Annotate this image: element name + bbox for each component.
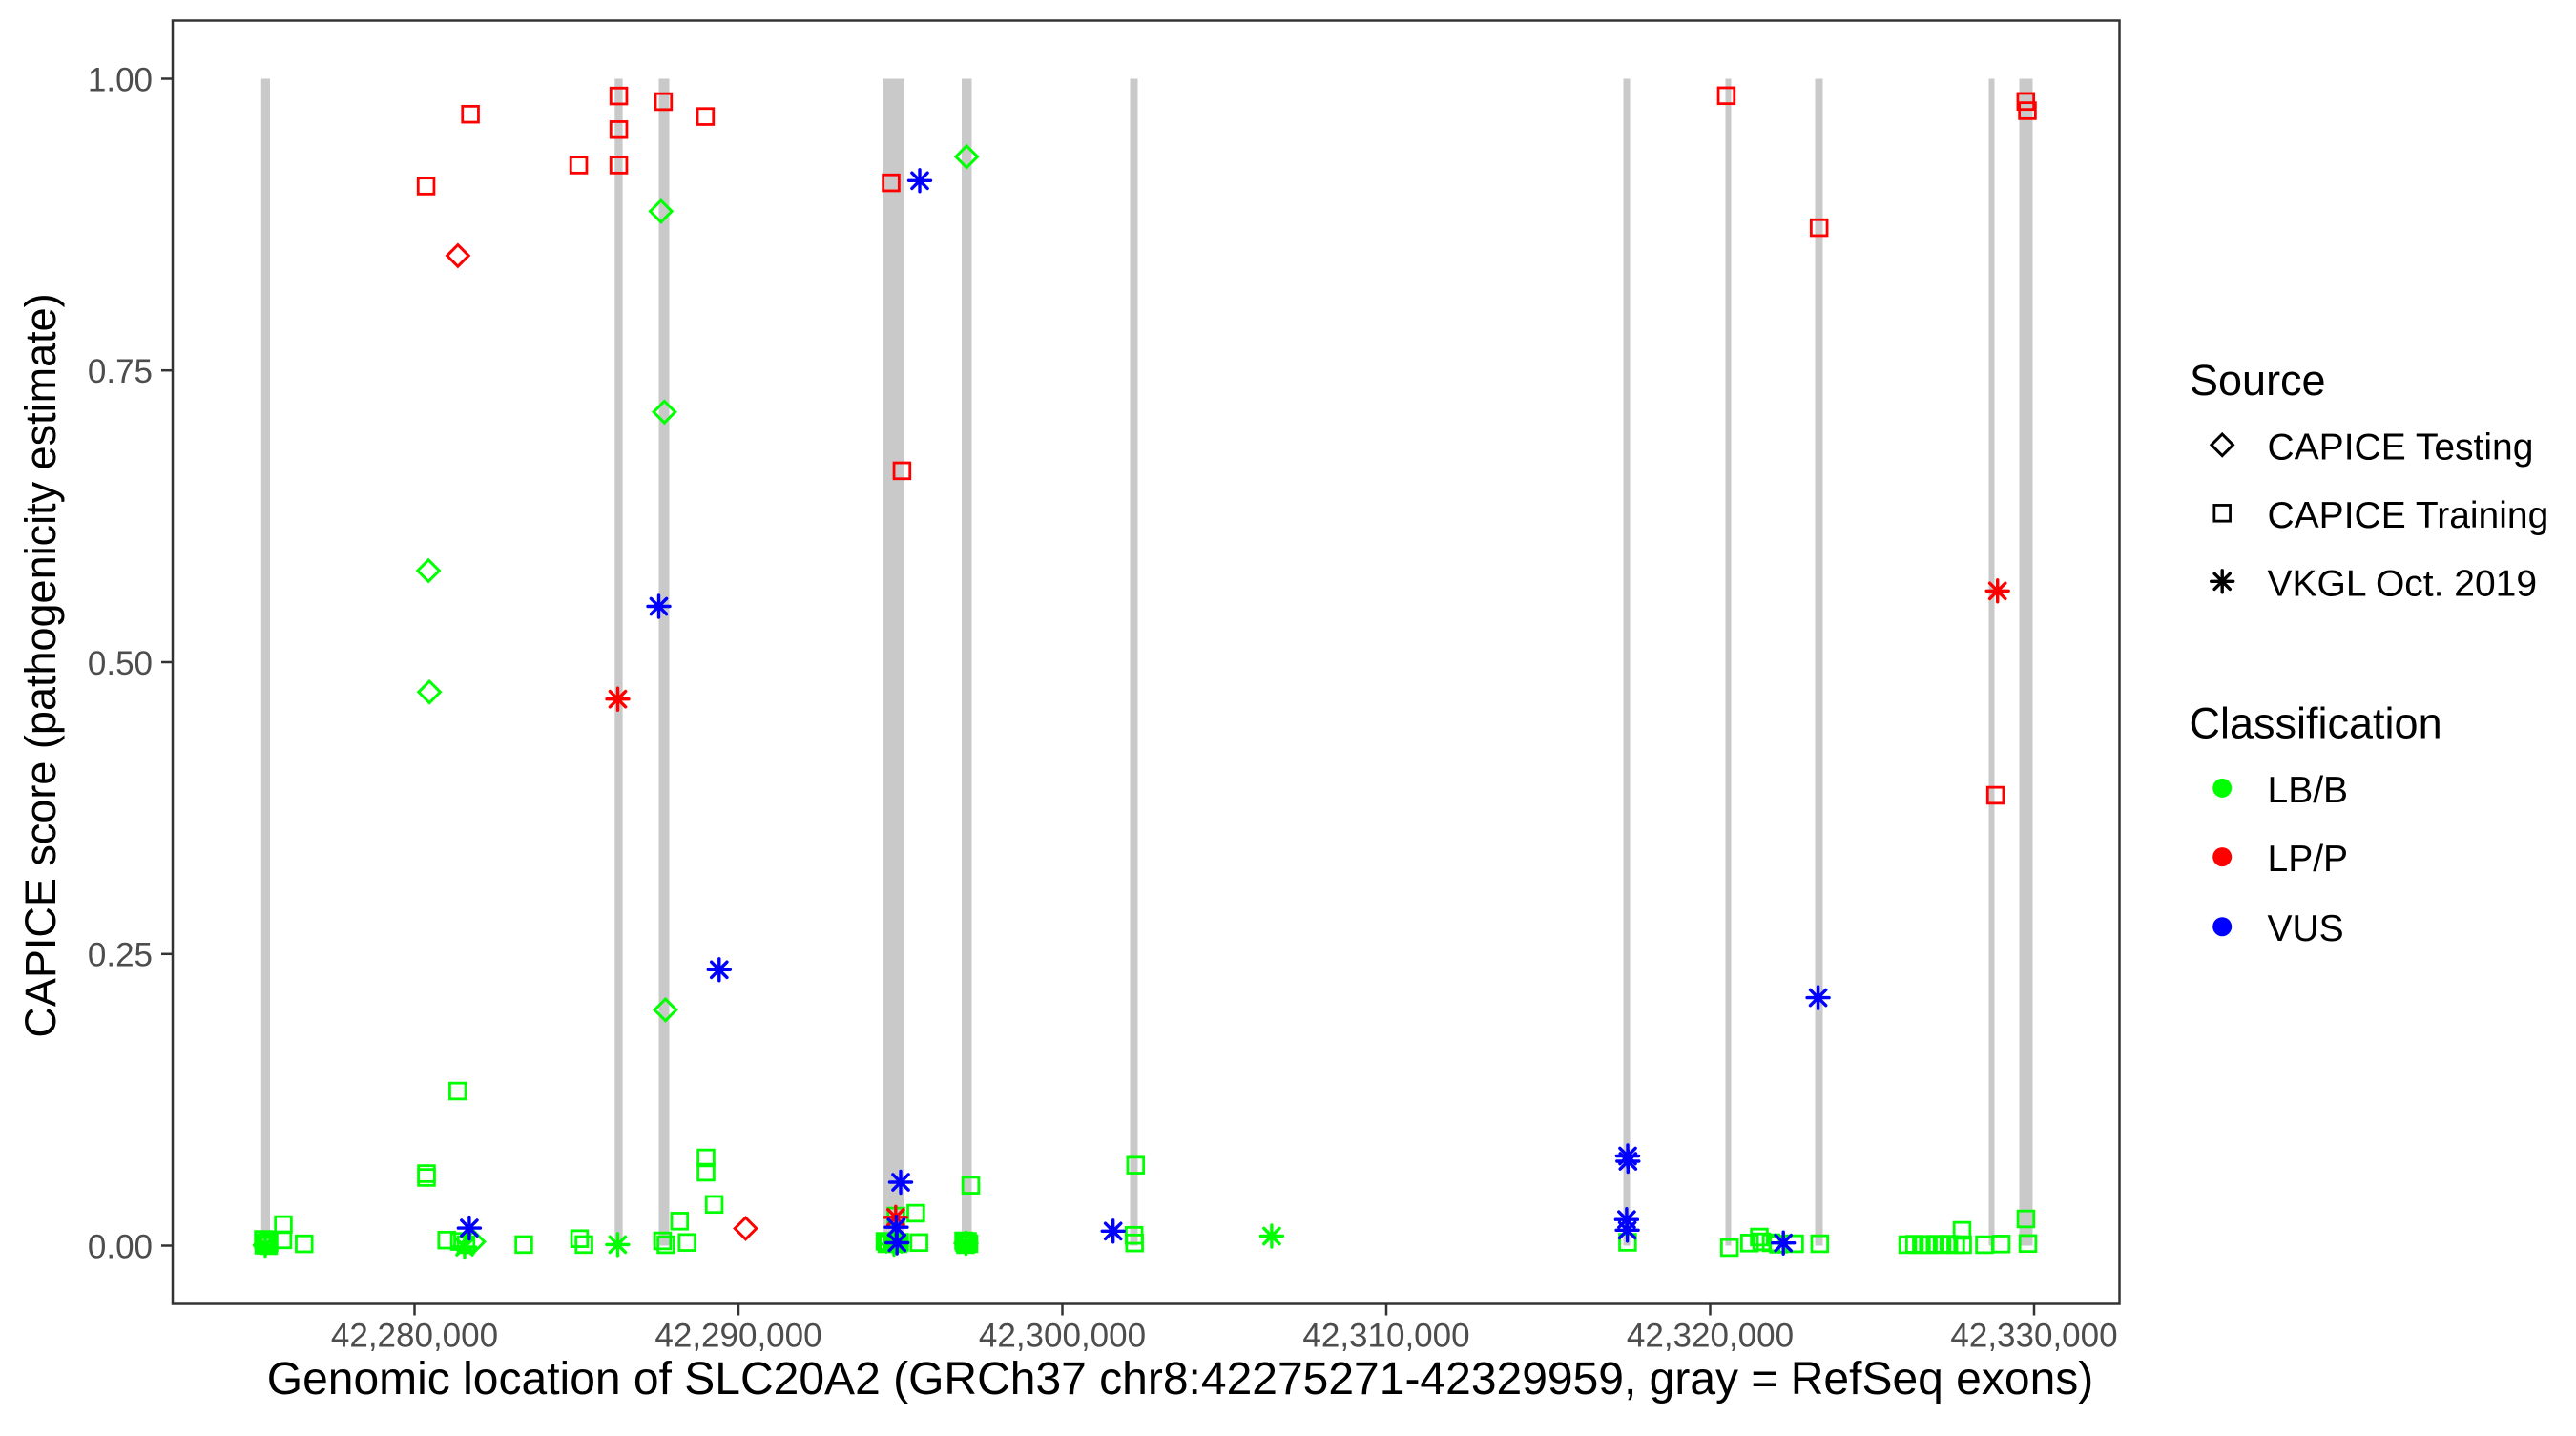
svg-text:42,320,000: 42,320,000 [1627, 1318, 1794, 1355]
svg-text:LP/P: LP/P [2268, 839, 2349, 880]
svg-text:42,300,000: 42,300,000 [979, 1318, 1146, 1355]
svg-text:Genomic location of SLC20A2 (G: Genomic location of SLC20A2 (GRCh37 chr8… [267, 1354, 2094, 1405]
svg-text:CAPICE Training: CAPICE Training [2268, 495, 2549, 536]
svg-text:0.50: 0.50 [88, 645, 153, 682]
svg-text:Source: Source [2190, 356, 2326, 405]
svg-text:1.00: 1.00 [88, 61, 153, 98]
svg-text:LB/B: LB/B [2268, 770, 2349, 811]
svg-text:42,310,000: 42,310,000 [1302, 1318, 1469, 1355]
svg-text:CAPICE score (pathogenicity es: CAPICE score (pathogenicity estimate) [16, 293, 65, 1037]
svg-text:42,330,000: 42,330,000 [1950, 1318, 2117, 1355]
svg-text:0.75: 0.75 [88, 353, 153, 390]
svg-text:0.25: 0.25 [88, 937, 153, 974]
svg-text:0.00: 0.00 [88, 1228, 153, 1265]
svg-text:42,290,000: 42,290,000 [654, 1318, 821, 1355]
svg-text:VUS: VUS [2268, 908, 2344, 949]
svg-text:CAPICE Testing: CAPICE Testing [2268, 427, 2534, 468]
svg-text:VKGL Oct. 2019: VKGL Oct. 2019 [2268, 563, 2538, 604]
svg-text:Classification: Classification [2190, 699, 2442, 748]
svg-text:42,280,000: 42,280,000 [331, 1318, 498, 1355]
